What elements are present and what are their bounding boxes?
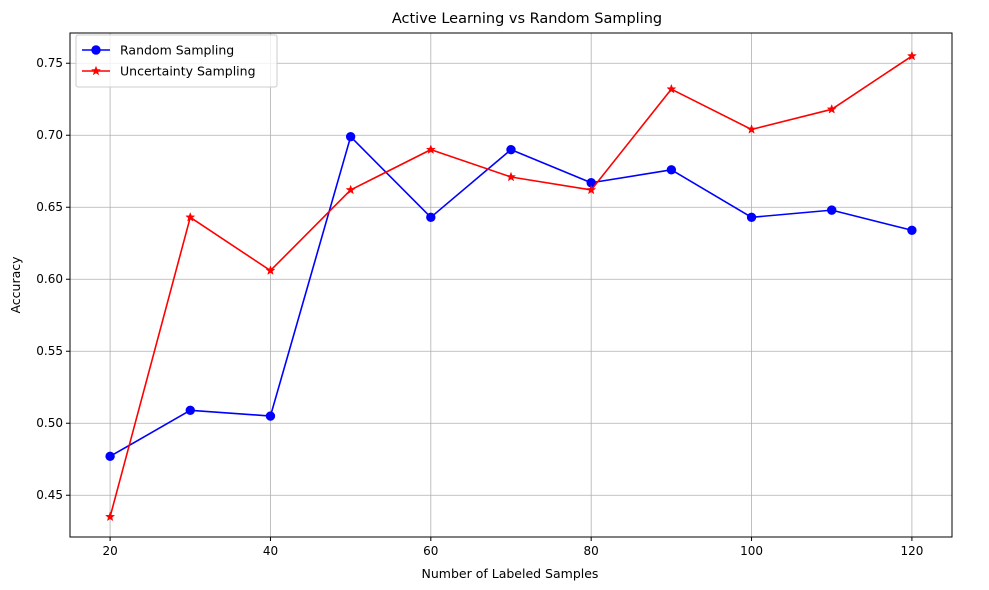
axis-ticks: 20 40 60 80 100 120 0.45 0.50 0.55 0.60 0.65 0.70 0.… [36,56,923,558]
y-axis-label: Accuracy [8,256,23,314]
y-tick-label: 0.55 [36,344,63,358]
plot-frame [69,32,953,538]
x-tick-label: 120 [900,544,923,558]
legend-marker [91,45,101,55]
data-point [907,225,917,235]
grid-lines [70,33,952,537]
data-point [265,265,276,275]
data-point [666,83,677,94]
data-point [185,212,196,222]
y-tick-label: 0.60 [36,272,63,286]
series-line [109,135,913,458]
data-point [105,451,115,462]
data-point [345,184,356,195]
legend: Random Sampling Uncertainty Sampling [75,34,278,88]
data-point [426,212,436,223]
data-point [826,104,837,114]
x-tick-label: 20 [102,544,117,558]
data-point [105,511,116,522]
x-tick-label: 80 [584,544,599,558]
legend-box [75,34,278,88]
data-point [666,165,677,175]
data-point [265,411,276,421]
data-point [345,131,356,142]
series-layer [105,50,917,522]
data-point [746,124,757,134]
data-point [586,184,597,195]
data-point [827,205,837,215]
data-point [505,171,517,182]
y-tick-label: 0.65 [36,200,63,214]
x-tick-label: 100 [740,544,763,558]
legend-marker [90,65,102,76]
data-point [506,144,516,155]
y-tick-label: 0.70 [36,128,63,142]
data-point [906,50,917,61]
x-tick-label: 60 [423,544,438,558]
chart-title: Active Learning vs Random Sampling [392,11,662,27]
legend-label: Random Sampling [120,43,234,58]
series-uncertainty-sampling [105,50,917,522]
series-random-sampling [105,131,917,462]
y-tick-label: 0.75 [36,56,63,70]
y-tick-label: 0.50 [36,416,63,430]
data-point [425,144,436,154]
y-tick-label: 0.45 [36,488,63,502]
x-tick-label: 40 [263,544,278,558]
data-point [185,405,195,415]
legend-label: Uncertainty Sampling [120,64,256,79]
series-line [109,55,913,518]
x-axis-label: Number of Labeled Samples [422,566,599,581]
data-point [746,212,757,223]
